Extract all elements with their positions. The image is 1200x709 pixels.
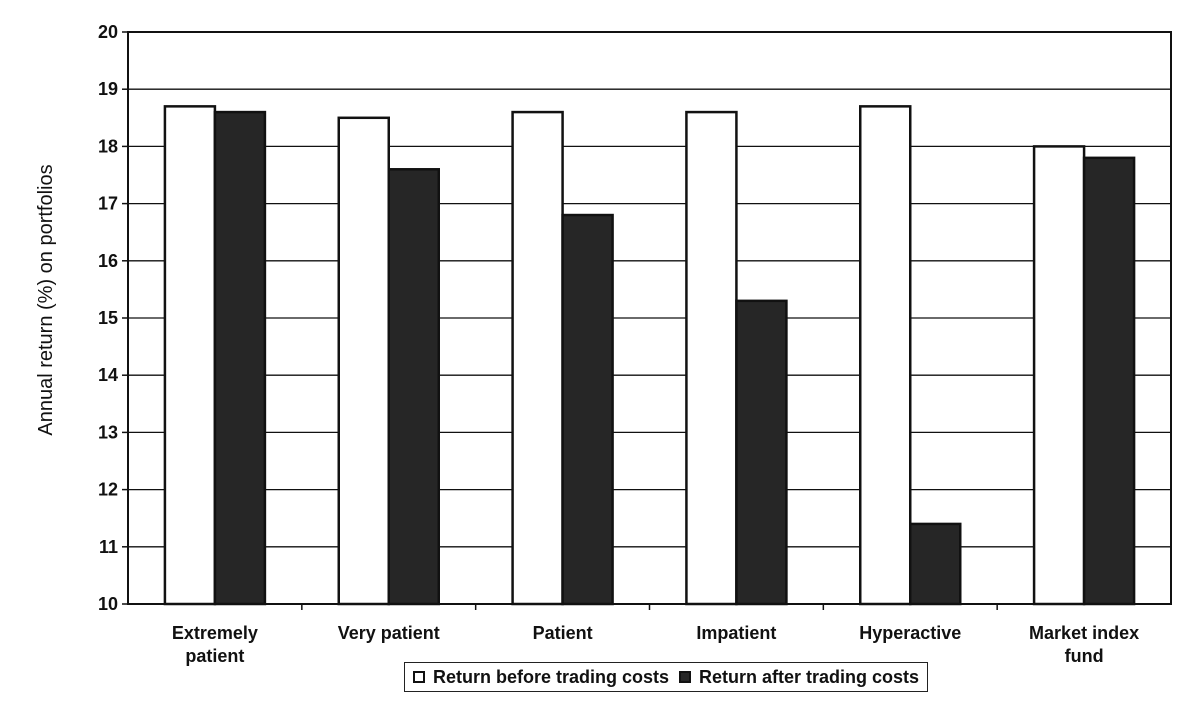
x-category-label: Market index xyxy=(1029,623,1139,643)
bars xyxy=(163,105,1136,606)
bar-before-costs xyxy=(163,105,217,606)
x-category-label: Very patient xyxy=(338,623,440,643)
x-category-label: Patient xyxy=(533,623,593,643)
x-category-label: patient xyxy=(185,646,244,666)
bar-before-costs xyxy=(511,110,564,606)
bar-after-costs xyxy=(387,168,440,606)
bar-after-costs xyxy=(213,110,267,606)
x-category-label: Extremely xyxy=(172,623,258,643)
legend-swatch-after xyxy=(679,671,692,683)
y-tick-label: 19 xyxy=(98,79,118,99)
bar-before-costs xyxy=(859,105,912,606)
x-category-label: Hyperactive xyxy=(859,623,961,643)
bar-before-costs xyxy=(685,110,738,606)
y-axis-label: Annual return (%) on portfolios xyxy=(35,164,57,435)
bar-before-costs xyxy=(337,116,390,606)
bar-after-costs xyxy=(561,213,614,606)
y-tick-label: 12 xyxy=(98,480,118,500)
y-tick-label: 14 xyxy=(98,365,118,385)
legend: Return before trading costs Return after… xyxy=(404,662,929,692)
y-tick-label: 10 xyxy=(98,594,118,614)
legend-label-before: Return before trading costs xyxy=(433,666,670,687)
legend-item-before: Return before trading costs xyxy=(413,667,669,688)
y-tick-label: 17 xyxy=(98,194,118,214)
plot-frame xyxy=(127,31,1172,605)
y-tick-label: 11 xyxy=(99,537,118,557)
y-tick-label: 16 xyxy=(98,251,118,271)
legend-label-after: Return after trading costs xyxy=(699,666,920,687)
gridlines xyxy=(122,31,1171,610)
legend-item-after: Return after trading costs xyxy=(679,667,919,688)
y-tick-label: 13 xyxy=(98,422,118,442)
y-tick-label: 15 xyxy=(98,308,118,328)
bar-after-costs xyxy=(909,522,962,606)
y-tick-label: 18 xyxy=(98,136,118,156)
bar-after-costs xyxy=(735,299,788,606)
bar-after-costs xyxy=(1082,156,1136,606)
x-category-label: Impatient xyxy=(696,623,776,643)
y-tick-label: 20 xyxy=(98,22,118,42)
x-category-labels: Extremely patient Very patient Patient Impat… xyxy=(172,623,1139,666)
x-category-label: fund xyxy=(1065,646,1104,666)
legend-swatch-before xyxy=(413,671,425,683)
y-tick-labels: 10 11 12 13 14 15 16 17 18 19 20 xyxy=(98,22,118,614)
bar-before-costs xyxy=(1032,145,1086,606)
